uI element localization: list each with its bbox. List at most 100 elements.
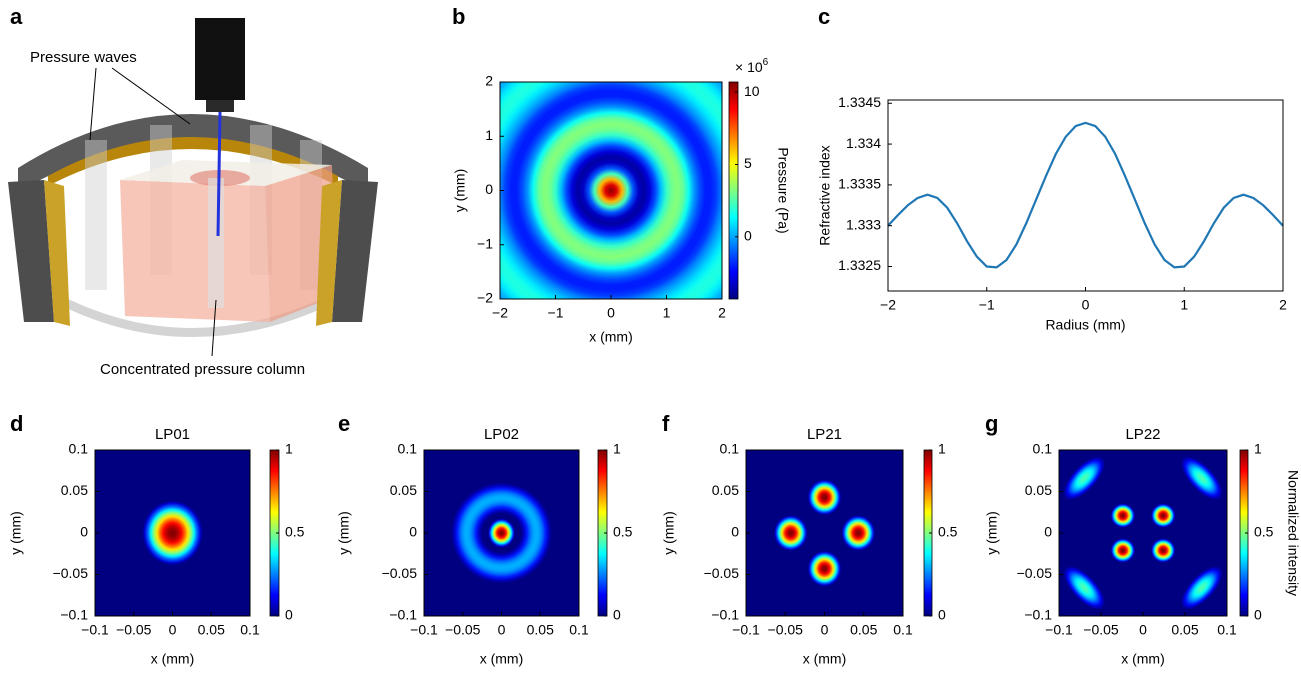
- colorbar-tick-label: 0: [285, 607, 293, 623]
- x-tick-label: −1: [979, 297, 995, 313]
- colorbar-tick-label: 1: [285, 441, 293, 457]
- y-tick-label: 1.3345: [838, 94, 881, 110]
- pillar-side: [316, 180, 342, 326]
- beam: [216, 111, 222, 237]
- y-tick-label: 1: [485, 127, 493, 143]
- mode-lobe: [807, 479, 842, 516]
- panel: −0.1 −0.05 0 0.05 0.1 −0.1 −0.05 0 0.05 0.1 x (mm)…: [8, 411, 305, 667]
- leader: [211, 299, 217, 357]
- y-tick-label: 1.333: [846, 216, 881, 232]
- x-tick-label: −0.05: [116, 622, 152, 638]
- x-axis-label: x (mm): [480, 651, 524, 667]
- plot-frame: [887, 99, 1284, 292]
- y-axis-label: y (mm): [8, 511, 24, 555]
- y-axis-label: y (mm): [452, 169, 468, 213]
- x-tick-label: 0.1: [240, 622, 260, 638]
- lens: [206, 100, 234, 112]
- y-tick-label: 0: [485, 181, 493, 197]
- panel-label: a: [10, 4, 23, 29]
- panel-title: LP02: [484, 426, 519, 443]
- y-axis-label: y (mm): [661, 511, 677, 555]
- mode-map: [746, 450, 903, 616]
- mode-map: [95, 450, 250, 616]
- colorbar-tick-label: 0: [613, 607, 621, 623]
- panel: −0.1 −0.05 0 0.05 0.1 −0.1 −0.05 0 0.05 0.1 x (mm)…: [984, 411, 1301, 667]
- y-tick-label: 1.3335: [838, 176, 881, 192]
- panel-label: f: [662, 411, 670, 436]
- x-axis-label: x (mm): [151, 651, 195, 667]
- colorbar-tick-label: 0.5: [285, 524, 305, 540]
- colorbar-tick-label: 0.5: [1254, 524, 1274, 540]
- mode-lobe: [487, 518, 516, 548]
- y-tick-label: 0.05: [390, 482, 417, 498]
- mode-lobe: [1110, 503, 1136, 529]
- background: [746, 450, 903, 616]
- base-ring: [57, 295, 332, 337]
- colorbar-tick-label: 0: [938, 607, 946, 623]
- y-axis-label: Refractive index: [817, 145, 833, 245]
- colorbar-tick-label: 10: [744, 83, 760, 99]
- colorbar-tick-label: 0.5: [938, 524, 958, 540]
- x-tick-label: 0: [821, 622, 829, 638]
- colorbar-label: Normalized intensity: [1285, 470, 1301, 596]
- panel-label: c: [818, 4, 830, 29]
- leader: [111, 67, 191, 125]
- x-tick-label: 2: [1279, 297, 1287, 313]
- x-tick-label: 0: [169, 622, 177, 638]
- y-tick-label: −0.05: [382, 565, 418, 581]
- x-tick-label: −0.1: [410, 622, 438, 638]
- annotation: Pressure waves: [30, 49, 137, 66]
- y-tick-label: −2: [477, 290, 493, 306]
- x-axis-label: x (mm): [1121, 651, 1165, 667]
- x-tick-label: 0.05: [198, 622, 225, 638]
- mode-lobe: [807, 550, 842, 587]
- y-tick-label: −0.1: [60, 607, 88, 623]
- y-tick-label: 1.3325: [838, 257, 881, 273]
- mode-lobe: [840, 514, 876, 552]
- panel-title: LP22: [1125, 426, 1160, 443]
- y-tick-label: −0.05: [53, 565, 89, 581]
- colorbar-tick-label: 0.5: [613, 524, 633, 540]
- colorbar-tick-label: 1: [938, 441, 946, 457]
- x-tick-label: 0: [498, 622, 506, 638]
- x-axis-label: Radius (mm): [1045, 317, 1125, 333]
- pillar: [332, 180, 378, 322]
- x-tick-label: −0.05: [1083, 622, 1119, 638]
- y-tick-label: 0.1: [720, 441, 740, 457]
- y-tick-label: −0.1: [1024, 607, 1052, 623]
- cube-front: [120, 180, 270, 322]
- panel-label: e: [338, 411, 350, 436]
- camera: [195, 18, 245, 100]
- y-tick-label: 0: [1044, 524, 1052, 540]
- y-axis-label: y (mm): [984, 511, 1000, 555]
- x-tick-label: 0: [1082, 297, 1090, 313]
- y-tick-label: −0.05: [1017, 565, 1053, 581]
- y-tick-label: 0: [80, 524, 88, 540]
- panel: −0.1 −0.05 0 0.05 0.1 −0.1 −0.05 0 0.05 0.1 x (mm)…: [661, 411, 958, 667]
- ring-gold: [48, 137, 338, 186]
- x-tick-label: 0.1: [893, 622, 913, 638]
- colorbar-tick-label: 1: [613, 441, 621, 457]
- x-tick-label: 0: [607, 305, 615, 321]
- mode-lobe: [1062, 565, 1106, 611]
- leader: [89, 67, 97, 141]
- mode-map: [424, 450, 579, 616]
- y-tick-label: 1.334: [846, 135, 881, 151]
- x-tick-label: −1: [548, 305, 564, 321]
- panel: −2 −1 0 1 2 −2 −1 0 1 2 x (mm) y (mm) b 0 5 10 Pressure …: [452, 4, 792, 345]
- panel-label: d: [10, 411, 23, 436]
- mode-lobe: [141, 499, 204, 567]
- y-tick-label: 2: [485, 73, 493, 89]
- mode-lobe: [1180, 455, 1224, 501]
- y-tick-label: −0.1: [389, 607, 417, 623]
- colorbar-tick-label: 0: [744, 227, 752, 243]
- panel-label: b: [452, 4, 465, 29]
- mode-lobe: [1110, 537, 1136, 563]
- illustration: a Pressure waves Concentrated pressure c…: [8, 4, 378, 378]
- scale-base: × 10: [735, 59, 763, 75]
- y-tick-label: 0.1: [398, 441, 418, 457]
- y-tick-label: 0.05: [712, 482, 739, 498]
- pressure-map: [500, 82, 722, 299]
